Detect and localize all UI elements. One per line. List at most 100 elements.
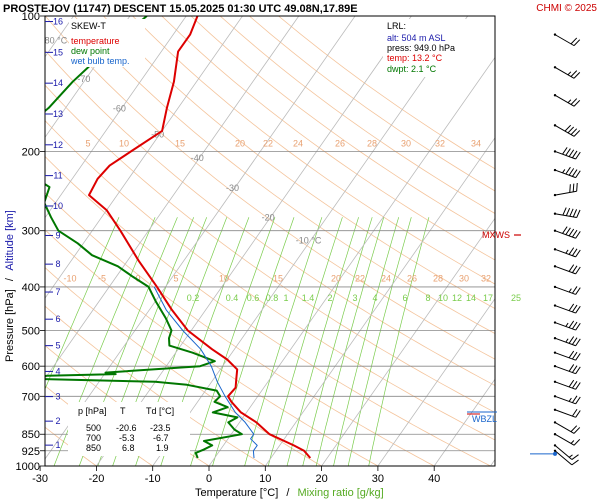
series-line-temperature xyxy=(88,16,312,459)
dry-adiabat-label: 24 xyxy=(381,273,391,283)
wind-barb-feather xyxy=(575,396,581,405)
table-header-td: Td [°C] xyxy=(146,406,174,416)
wind-barb-base-dot xyxy=(553,395,557,398)
wind-barb-feather xyxy=(569,184,571,193)
lrl-info-box: LRL: alt: 504 m ASL press: 949.0 hPa tem… xyxy=(383,19,477,77)
wind-barb xyxy=(553,285,581,295)
wind-barb-feather xyxy=(570,425,578,432)
x-axis-title: Temperature [°C] / Mixing ratio [g/kg] xyxy=(195,487,384,499)
wind-barb-feather xyxy=(568,336,575,344)
lrl-heading: LRL: xyxy=(387,21,406,31)
wind-barb-staff xyxy=(554,66,575,79)
dry-adiabat-label: 15 xyxy=(273,273,283,283)
table-row-2-p: 700 xyxy=(86,433,101,443)
isotherm-line xyxy=(45,16,300,380)
wind-barb xyxy=(553,147,581,160)
dry-adiabat-label: 10 xyxy=(219,273,229,283)
altitude-tick-label: 10 xyxy=(53,201,63,211)
dry-adiabat-label: 20 xyxy=(235,139,245,149)
surface-level-dot xyxy=(553,451,557,456)
wind-barb-feather xyxy=(575,266,581,275)
lrl-altitude: alt: 504 m ASL xyxy=(387,33,446,43)
dry-adiabat-label: 10 xyxy=(119,139,129,149)
wind-barb-feather xyxy=(575,366,581,374)
wind-barb-staff xyxy=(554,305,576,314)
table-header-t: T xyxy=(120,406,126,416)
wind-barb-base-dot xyxy=(553,337,557,340)
pressure-tick-label: 200 xyxy=(22,146,40,158)
pressure-tick-label: 300 xyxy=(22,226,40,238)
mixing-ratio-label: 6 xyxy=(402,293,407,303)
wind-barb-base-dot xyxy=(553,193,557,197)
wind-barb-feather xyxy=(570,70,578,77)
altitude-tick-label: 14 xyxy=(53,78,63,88)
wind-barb xyxy=(553,66,581,79)
wind-barb-feather xyxy=(569,208,574,217)
wind-barb-feather xyxy=(576,209,581,218)
mixing-ratio-label: 1 xyxy=(283,293,288,303)
isotherm-line xyxy=(45,16,356,460)
wind-barb-feather xyxy=(562,207,567,216)
wind-barb xyxy=(553,421,581,434)
altitude-tick-label: 1 xyxy=(55,440,60,450)
dry-adiabat-line xyxy=(219,16,495,214)
wind-barb-half-feather xyxy=(562,169,566,174)
wind-barb-staff xyxy=(554,322,576,331)
isotherm-label: -20 xyxy=(262,213,275,223)
wind-barb-staff xyxy=(554,365,576,375)
temperature-axis: -30 -20 -10 0 10 20 30 40 xyxy=(32,466,440,485)
altitude-tick-label: 7 xyxy=(55,287,60,297)
mixing-ratio-label: 0.8 xyxy=(266,293,279,303)
wind-barb-feather xyxy=(575,170,581,178)
wind-barb xyxy=(553,364,581,375)
wind-barb xyxy=(553,379,581,390)
altitude-tick-label: 13 xyxy=(53,109,63,119)
dry-adiabat-label: 22 xyxy=(355,273,365,283)
wind-barb xyxy=(553,94,581,107)
isotherm-label: -60 xyxy=(113,103,126,113)
wind-barb-feather xyxy=(571,304,578,313)
wind-barb-feather xyxy=(568,228,575,237)
table-row-3-t: 6.8 xyxy=(122,443,135,453)
wind-barb-feather xyxy=(562,226,568,234)
dry-adiabat-label: 26 xyxy=(335,139,345,149)
pressure-tick-label: 500 xyxy=(22,326,40,338)
isotherm-line xyxy=(152,16,469,466)
wind-barb xyxy=(553,336,581,347)
mixing-ratio-label: 1.4 xyxy=(302,293,315,303)
wind-barb xyxy=(553,264,581,275)
wind-barb-base-dot xyxy=(553,248,557,251)
dry-adiabat-label: 15 xyxy=(175,139,185,149)
wind-barb-feather xyxy=(576,182,578,192)
wind-barb-feather xyxy=(571,321,578,330)
wind-barb-feather xyxy=(571,408,578,417)
wind-barb-half-feather xyxy=(570,440,575,444)
isotherm-line xyxy=(321,217,495,466)
isotherm-line xyxy=(208,56,495,466)
y-axis-title-separator: / xyxy=(4,277,16,281)
wind-barb-feather xyxy=(570,98,578,105)
wind-barb-base-dot xyxy=(553,124,557,127)
altitude-tick-label: 15 xyxy=(53,47,63,57)
wind-barb-staff xyxy=(554,190,577,196)
wind-barb-staff xyxy=(554,34,575,47)
wind-barb-base-dot xyxy=(553,33,557,36)
pressure-tick-label: 850 xyxy=(22,429,40,441)
mixing-ratio-label: 3 xyxy=(352,293,357,303)
wind-barb xyxy=(553,247,581,258)
dry-adiabat-line xyxy=(161,16,495,261)
wind-barb xyxy=(553,350,581,361)
legend: SKEW-T temperature dew point wet bulb te… xyxy=(69,19,145,67)
dry-adiabat-label: 30 xyxy=(401,139,411,149)
legend-heading: SKEW-T xyxy=(71,21,106,31)
wind-barb xyxy=(553,320,581,331)
legend-item-dew-point: dew point xyxy=(71,46,110,56)
temperature-tick-label: 20 xyxy=(315,473,327,485)
table-row-2-t: -5.3 xyxy=(119,433,135,443)
wind-barb-feather xyxy=(575,353,581,361)
wind-barb-feather xyxy=(571,337,578,345)
profile-lines xyxy=(45,16,312,459)
dry-adiabat-line xyxy=(45,49,495,386)
y-axis-title: Pressure [hPa] / Altitude [km] xyxy=(4,210,16,362)
